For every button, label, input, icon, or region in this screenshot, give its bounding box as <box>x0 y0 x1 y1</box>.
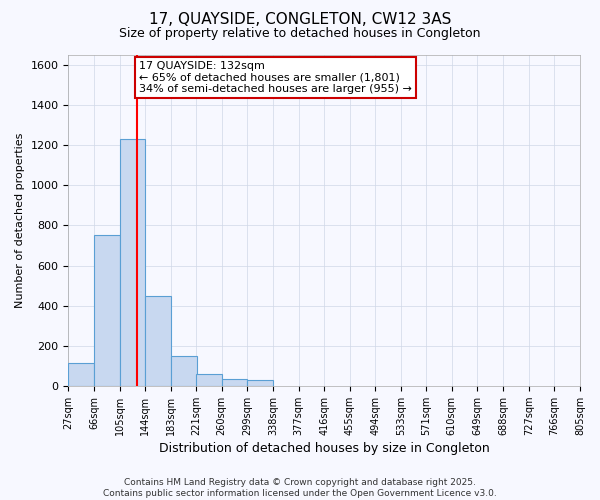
Bar <box>221 379 247 386</box>
Bar <box>145 296 171 386</box>
Text: 17, QUAYSIDE, CONGLETON, CW12 3AS: 17, QUAYSIDE, CONGLETON, CW12 3AS <box>149 12 451 28</box>
Bar <box>196 374 221 386</box>
Bar <box>119 139 145 386</box>
Text: 17 QUAYSIDE: 132sqm
← 65% of detached houses are smaller (1,801)
34% of semi-det: 17 QUAYSIDE: 132sqm ← 65% of detached ho… <box>139 61 412 94</box>
Bar <box>171 356 197 386</box>
Text: Contains HM Land Registry data © Crown copyright and database right 2025.
Contai: Contains HM Land Registry data © Crown c… <box>103 478 497 498</box>
Bar <box>68 363 94 386</box>
Text: Size of property relative to detached houses in Congleton: Size of property relative to detached ho… <box>119 28 481 40</box>
Bar <box>247 380 273 386</box>
Y-axis label: Number of detached properties: Number of detached properties <box>15 132 25 308</box>
Bar <box>94 236 119 386</box>
X-axis label: Distribution of detached houses by size in Congleton: Distribution of detached houses by size … <box>159 442 490 455</box>
